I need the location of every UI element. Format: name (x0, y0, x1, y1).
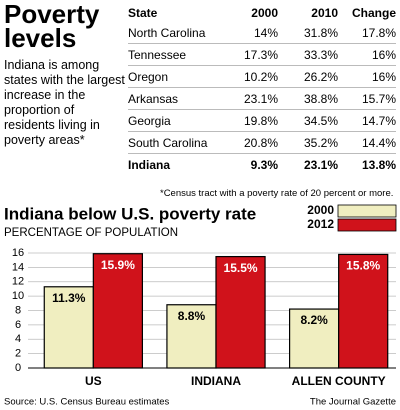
table-cell: 17.3% (243, 48, 278, 62)
table-cell: 35.2% (303, 136, 338, 150)
credit: The Journal Gazette (310, 397, 396, 408)
y-tick-label: 14 (12, 261, 24, 273)
legend-swatch (337, 204, 397, 218)
y-tick-label: 12 (12, 276, 24, 288)
table-cell: 14.7% (361, 114, 396, 128)
table-cell: 16% (371, 48, 396, 62)
table-cell: 20.8% (243, 136, 278, 150)
column-header: State (128, 6, 158, 20)
x-tick-label: INDIANA (191, 374, 241, 388)
table-cell: 13.8% (361, 158, 396, 172)
footnote: *Census tract with a poverty rate of 20 … (160, 188, 394, 199)
chart-subtitle: PERCENTAGE OF POPULATION (4, 227, 178, 239)
bar (215, 255, 266, 369)
chart-title: Indiana below U.S. poverty rate (4, 204, 256, 223)
description: Indiana is among states with the largest… (4, 58, 125, 147)
bar (338, 253, 389, 369)
table-row: North Carolina 14% 31.8% 17.8% (128, 22, 396, 44)
table-cell: 34.5% (303, 114, 338, 128)
y-tick-label: 0 (15, 362, 21, 374)
table-header: State 2000 2010 Change (128, 2, 396, 22)
table-cell: 23.1% (243, 92, 278, 106)
table-cell: 31.8% (303, 26, 338, 40)
table-row: South Carolina 20.8% 35.2% 14.4% (128, 132, 396, 154)
y-tick-label: 8 (15, 304, 21, 316)
table-cell: North Carolina (128, 26, 206, 40)
table-cell: Indiana (128, 158, 171, 172)
x-tick-label: US (85, 374, 102, 388)
value-label: 15.9% (101, 258, 135, 272)
table-row: Arkansas 23.1% 38.8% 15.7% (128, 88, 396, 110)
table-cell: Arkansas (128, 92, 179, 106)
value-label: 8.2% (300, 313, 328, 327)
table-cell: 19.8% (243, 114, 278, 128)
legend-label: 2012 (307, 217, 334, 231)
y-tick-label: 16 (12, 247, 24, 259)
table-row: Indiana 9.3% 23.1% 13.8% (128, 154, 396, 175)
value-label: 11.3% (52, 291, 86, 305)
legend-swatch (337, 218, 397, 232)
table: State 2000 2010 Change North Carolina 14% 31.8… (128, 2, 396, 175)
value-label: 8.8% (178, 309, 206, 323)
table-cell: 14% (253, 26, 278, 40)
table-cell: 17.8% (361, 26, 396, 40)
legend-label: 2000 (307, 203, 334, 217)
table-cell: Tennessee (128, 48, 187, 62)
y-tick-label: 10 (12, 290, 24, 302)
table-cell: 16% (371, 70, 396, 84)
title: Poverty levels (4, 0, 100, 53)
column-header: Change (351, 6, 396, 20)
value-label: 15.8% (346, 259, 380, 273)
x-tick-label: ALLEN COUNTY (292, 374, 386, 388)
table-row: Georgia 19.8% 34.5% 14.7% (128, 110, 396, 132)
column-header: 2010 (311, 6, 338, 20)
table-cell: South Carolina (128, 136, 208, 150)
value-label: 15.5% (224, 261, 258, 275)
y-tick-label: 2 (15, 348, 21, 360)
table-row: Tennessee 17.3% 33.3% 16% (128, 44, 396, 66)
table-cell: 26.2% (303, 70, 338, 84)
table-cell: 9.3% (250, 158, 278, 172)
table-cell: 23.1% (303, 158, 338, 172)
table-row: Oregon 10.2% 26.2% 16% (128, 66, 396, 88)
table-cell: Oregon (128, 70, 169, 84)
column-header: 2000 (251, 6, 278, 20)
table-cell: Georgia (128, 114, 171, 128)
source: Source: U.S. Census Bureau estimates (4, 397, 170, 408)
table-cell: 15.7% (361, 92, 396, 106)
y-tick-label: 4 (15, 333, 21, 345)
table-cell: 10.2% (243, 70, 278, 84)
table-cell: 38.8% (303, 92, 338, 106)
table-cell: 14.4% (361, 136, 396, 150)
table-cell: 33.3% (303, 48, 338, 62)
y-tick-label: 6 (15, 319, 21, 331)
bar (92, 253, 144, 369)
